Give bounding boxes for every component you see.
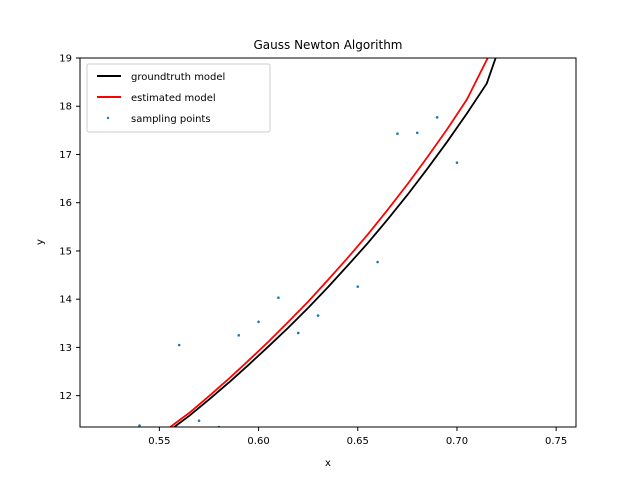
sampling-point: [277, 296, 280, 300]
series-line-1: [169, 58, 489, 427]
y-tick-label: 16: [59, 198, 72, 209]
legend: groundtruth model estimated model sampli…: [86, 63, 271, 133]
legend-label-sampling: sampling points: [131, 114, 211, 125]
sampling-point: [177, 343, 181, 347]
legend-box: [86, 63, 271, 133]
sampling-point: [435, 116, 439, 119]
sampling-point: [237, 334, 241, 337]
y-tick-label: 12: [59, 391, 72, 402]
x-tick-label: 0.65: [347, 436, 369, 447]
y-tick-label: 18: [59, 102, 72, 113]
y-axis-label: y: [35, 239, 46, 245]
sampling-point: [455, 161, 459, 164]
sampling-point: [376, 260, 379, 264]
y-tick-label: 15: [59, 246, 72, 257]
series-line-0: [173, 58, 497, 427]
sampling-point: [415, 131, 419, 135]
x-tick-label: 0.60: [247, 436, 269, 447]
x-tick-label: 0.70: [446, 436, 468, 447]
sampling-point: [356, 285, 360, 288]
legend-label-groundtruth: groundtruth model: [131, 72, 225, 83]
sampling-point: [257, 320, 260, 324]
x-tick-label: 0.55: [148, 436, 170, 447]
legend-label-estimated: estimated model: [131, 93, 216, 104]
y-tick-label: 13: [59, 343, 72, 354]
legend-sampling-marker: [106, 116, 110, 120]
x-axis-label: x: [325, 458, 331, 469]
series-layer: [138, 58, 497, 427]
x-axis: 0.55 0.60 0.65 0.70 0.75: [148, 427, 567, 447]
sampling-point: [296, 331, 300, 335]
chart-title: Gauss Newton Algorithm: [254, 38, 403, 52]
y-tick-label: 19: [59, 54, 72, 65]
x-tick-label: 0.75: [545, 436, 567, 447]
sampling-point: [138, 424, 141, 427]
y-axis: 12 13 14 15 16 17 18 19: [59, 54, 80, 402]
sampling-point: [316, 314, 320, 317]
sampling-point: [197, 419, 201, 423]
y-tick-label: 14: [59, 295, 72, 306]
y-tick-label: 17: [59, 150, 72, 161]
sampling-point: [396, 132, 399, 136]
plot-frame: [79, 57, 577, 428]
